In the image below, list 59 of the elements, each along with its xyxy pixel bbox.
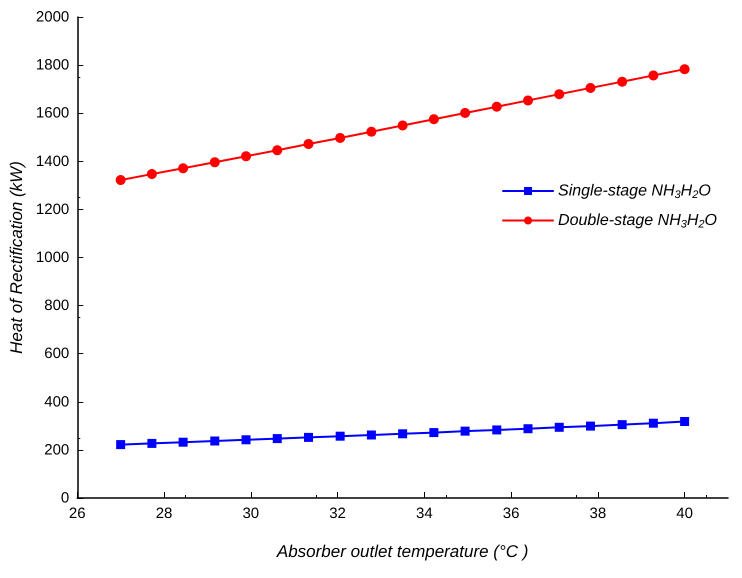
y-tick-label: 2000 — [36, 8, 70, 26]
x-tick-label: 28 — [156, 505, 172, 522]
point — [398, 429, 408, 438]
point — [460, 426, 470, 436]
y-tick-label: 1800 — [36, 56, 70, 74]
point — [648, 418, 658, 428]
point — [460, 108, 470, 118]
point — [648, 70, 658, 80]
point — [178, 163, 188, 174]
y-tick-label: 1200 — [36, 200, 70, 218]
point — [272, 434, 282, 444]
point — [523, 95, 534, 106]
point — [554, 89, 564, 100]
point — [242, 435, 251, 444]
y-tick-label: 1000 — [36, 249, 70, 266]
point — [304, 432, 313, 442]
point — [366, 126, 376, 137]
y-axis-title: Heat of Rectification (kW) — [7, 161, 26, 354]
y-tick-label: 400 — [44, 393, 70, 410]
x-tick-label: 32 — [329, 505, 346, 522]
point — [116, 440, 126, 450]
point — [429, 428, 438, 438]
point — [210, 436, 220, 446]
x-tick-label: 36 — [502, 505, 520, 522]
point — [146, 169, 157, 180]
x-tick-label: 34 — [416, 505, 433, 522]
y-tick-label: 1400 — [36, 152, 70, 170]
y-tick-label: 0 — [60, 490, 70, 506]
y-tick-label: 600 — [44, 345, 70, 362]
x-tick-label: 30 — [242, 505, 260, 522]
point — [335, 132, 346, 143]
point — [680, 417, 690, 426]
point — [241, 151, 252, 162]
y-tick-label: 200 — [44, 441, 70, 458]
x-axis-title: Absorber outlet temperature (°C ) — [276, 542, 528, 561]
point — [618, 420, 627, 430]
point — [366, 430, 376, 440]
x-tick-label: 38 — [590, 505, 606, 522]
point — [586, 422, 595, 431]
point — [492, 425, 502, 434]
point — [524, 424, 533, 434]
point — [304, 138, 314, 149]
point — [398, 120, 408, 130]
y-tick-label: 800 — [44, 297, 70, 314]
point — [116, 175, 126, 186]
point — [210, 157, 220, 168]
point — [585, 82, 596, 93]
point — [272, 145, 282, 156]
point — [147, 438, 156, 448]
point — [178, 438, 188, 447]
x-tick-label: 26 — [68, 505, 86, 522]
y-tick-label: 1600 — [36, 104, 70, 122]
point — [492, 102, 502, 112]
point — [617, 76, 628, 87]
point — [680, 64, 690, 74]
point — [554, 422, 564, 432]
point — [428, 114, 439, 124]
x-tick-label: 40 — [676, 505, 693, 522]
point — [336, 432, 345, 441]
